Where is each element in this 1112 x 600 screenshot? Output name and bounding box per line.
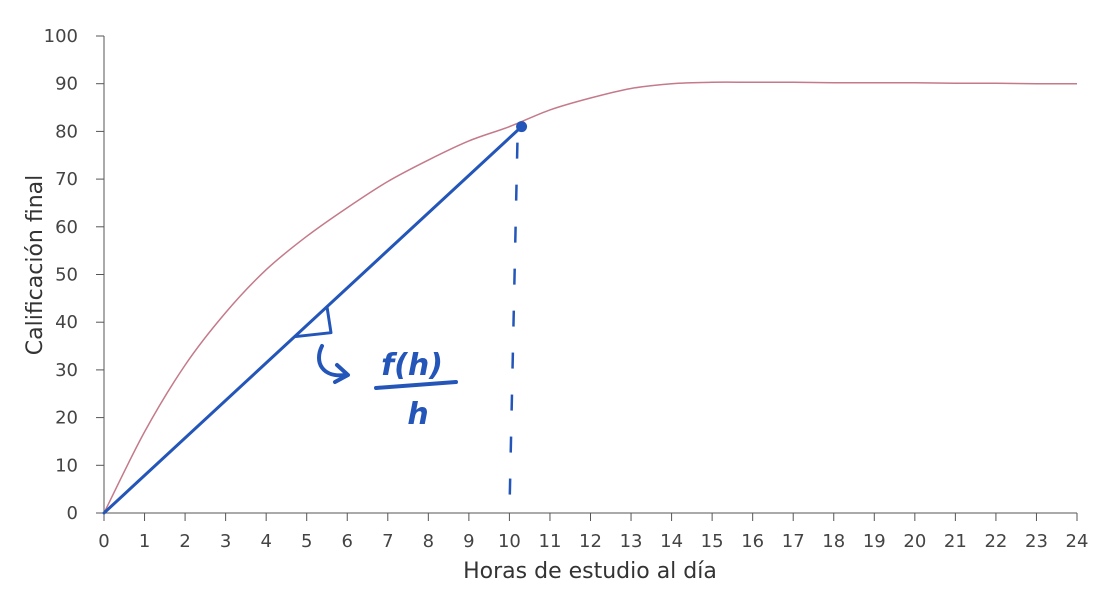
y-tick-label: 60 — [55, 217, 78, 238]
x-tick-label: 21 — [944, 531, 967, 552]
annotations — [102, 121, 528, 515]
x-tick-label: 4 — [260, 531, 271, 552]
x-tick-label: 5 — [301, 531, 312, 552]
x-axis-label: Horas de estudio al día — [463, 559, 717, 584]
x-tick-label: 6 — [342, 531, 353, 552]
y-axis-label: Calificación final — [23, 175, 48, 356]
x-tick-label: 14 — [660, 531, 683, 552]
fraction-numerator: f(h) — [381, 348, 443, 383]
x-tick-label: 0 — [98, 531, 109, 552]
x-tick-label: 11 — [539, 531, 562, 552]
x-tick-label: 15 — [701, 531, 724, 552]
fraction-bar — [374, 380, 458, 390]
x-tick-label: 10 — [498, 531, 521, 552]
x-tick-label: 23 — [1025, 531, 1048, 552]
x-tick-label: 19 — [863, 531, 886, 552]
x-tick-label: 7 — [382, 531, 393, 552]
x-tick-label: 22 — [984, 531, 1007, 552]
x-tick-label: 3 — [220, 531, 231, 552]
y-tick-label: 10 — [55, 455, 78, 476]
x-tick-label: 8 — [423, 531, 434, 552]
secant-endpoint — [516, 121, 528, 133]
y-tick-label: 40 — [55, 312, 78, 333]
fraction-denominator: h — [407, 397, 428, 432]
y-tick-label: 100 — [44, 26, 78, 47]
curved-arrow-icon — [317, 344, 348, 378]
y-tick-label: 20 — [55, 408, 78, 429]
slope-triangle — [294, 306, 333, 339]
y-tick-label: 30 — [55, 360, 78, 381]
x-tick-label: 16 — [741, 531, 764, 552]
axes — [103, 36, 1077, 514]
arrow-head-icon — [333, 363, 350, 384]
x-tick-label: 9 — [463, 531, 474, 552]
x-ticks: 0 1 2 3 4 5 6 7 8 9 10 11 12 13 14 15 16 17 18 19 20 21 22 23 24 — [98, 513, 1088, 552]
x-tick-label: 1 — [139, 531, 150, 552]
series-line — [103, 81, 1078, 514]
y-ticks: 0 10 20 30 40 50 60 70 80 90 100 — [44, 26, 104, 524]
x-tick-label: 18 — [822, 531, 845, 552]
y-tick-label: 0 — [67, 503, 78, 524]
y-tick-label: 80 — [55, 121, 78, 142]
x-tick-label: 24 — [1066, 531, 1089, 552]
x-tick-label: 2 — [179, 531, 190, 552]
y-tick-label: 50 — [55, 265, 78, 286]
x-tick-label: 12 — [579, 531, 602, 552]
series — [103, 81, 1078, 514]
y-tick-label: 70 — [55, 169, 78, 190]
x-tick-label: 13 — [620, 531, 643, 552]
y-tick-label: 90 — [55, 74, 78, 95]
x-tick-label: 17 — [782, 531, 805, 552]
handwritten-fraction: f(h) h — [374, 348, 458, 432]
x-tick-label: 20 — [903, 531, 926, 552]
secant-line — [102, 125, 524, 515]
dashed-drop-line — [508, 142, 519, 514]
